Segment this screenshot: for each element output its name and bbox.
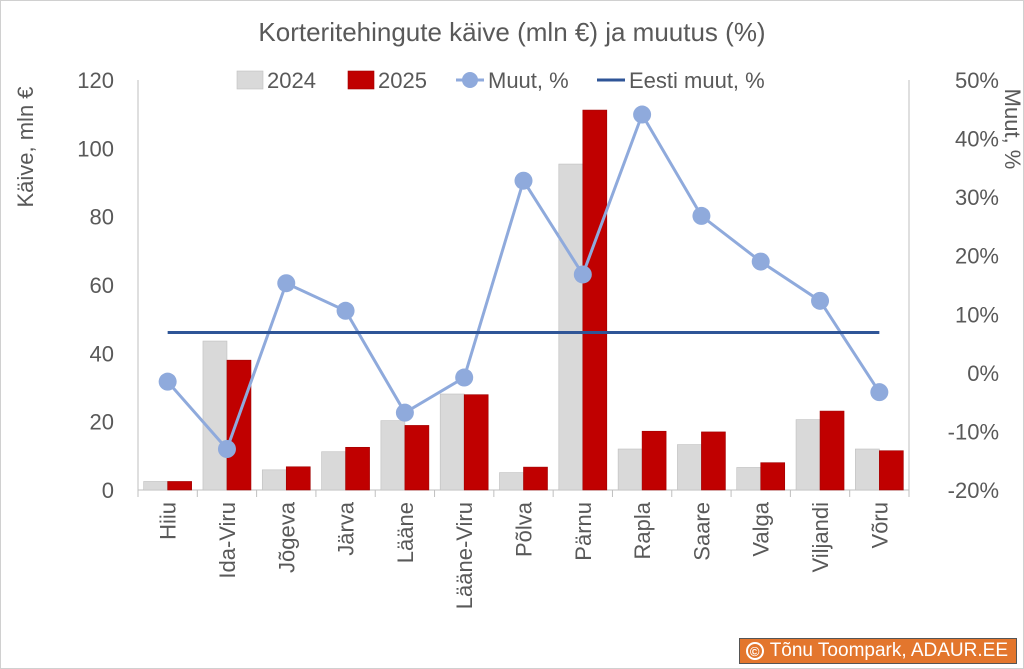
bar-2024-Saare — [677, 444, 702, 491]
x-tick-label: Ida-Viru — [215, 502, 240, 579]
bar-2024-Jõgeva — [261, 469, 287, 491]
x-tick-label: Järva — [334, 501, 359, 556]
marker-muut-Pärnu — [573, 265, 592, 284]
legend-label: Muut, % — [488, 68, 569, 93]
x-tick-label: Saare — [689, 502, 714, 561]
bar-2025-Pärnu — [582, 109, 608, 491]
legend-label: Eesti muut, % — [629, 68, 765, 93]
bar-2024-Viljandi — [795, 419, 821, 491]
marker-muut-Järva — [336, 301, 355, 320]
marker-muut-Rapla — [633, 105, 652, 124]
y-tick-label: 40 — [90, 341, 114, 366]
marker-muut-Hiiu — [158, 372, 177, 391]
bar-2025-Ida-Viru — [226, 359, 252, 491]
y-tick-label: 60 — [90, 273, 114, 298]
y-axis-label: Käive, mln € — [13, 86, 38, 207]
bar-2024-Põlva — [499, 472, 524, 491]
bar-2024-Valga — [736, 467, 762, 491]
x-tick-label: Jõgeva — [274, 501, 299, 573]
bar-2024-Võru — [855, 448, 880, 491]
marker-muut-Põlva — [514, 171, 533, 190]
bar-2025-Saare — [701, 431, 726, 491]
bar-2025-Rapla — [641, 430, 667, 491]
y-tick-label: 0 — [102, 478, 114, 503]
x-tick-label: Valga — [749, 501, 774, 556]
y-tick-label: 100 — [77, 136, 114, 161]
bar-2025-Jõgeva — [285, 466, 311, 491]
marker-muut-Jõgeva — [277, 274, 296, 293]
marker-muut-Ida-Viru — [217, 440, 236, 458]
chart-title: Korteritehingute käive (mln €) ja muutus… — [258, 17, 765, 47]
y2-tick-label: 50% — [955, 68, 999, 93]
series-line-muut — [166, 111, 881, 452]
bars — [143, 109, 904, 491]
x-tick-label: Rapla — [630, 501, 655, 559]
y2-tick-label: 10% — [955, 302, 999, 327]
bar-2025-Hiiu — [167, 481, 192, 491]
x-tick-label: Võru — [867, 502, 892, 548]
bar-2024-Järva — [321, 451, 346, 491]
x-tick-label: Hiiu — [156, 502, 181, 540]
x-tick-label: Pärnu — [571, 502, 596, 561]
x-tick-label: Lääne-Viru — [452, 502, 477, 609]
bar-2024-Rapla — [617, 448, 643, 491]
bar-2025-Järva — [345, 446, 370, 491]
bar-2025-Viljandi — [819, 410, 845, 491]
y-tick-label: 80 — [90, 205, 114, 230]
bar-2025-Lääne-Viru — [463, 394, 489, 491]
legend: 2024 2025 Muut, % Eesti muut, % — [236, 68, 765, 93]
y2-tick-label: 30% — [955, 185, 999, 210]
legend-label: 2025 — [378, 68, 427, 93]
bar-2025-Põlva — [523, 466, 548, 491]
bar-2024-Lääne — [380, 420, 406, 491]
bar-2024-Ida-Viru — [202, 340, 228, 491]
y-tick-label: 20 — [90, 410, 114, 435]
marker-muut-Valga — [751, 252, 770, 271]
axes: 0 20 40 60 80 100 120 -20% -10% 0% 10% 20% 30% 40% 50%… — [77, 68, 999, 609]
bar-2025-Valga — [760, 462, 786, 491]
marker-muut-Lääne-Viru — [455, 368, 474, 387]
x-tick-label: Lääne — [393, 502, 418, 563]
credit-text: Tõnu Toompark, ADAUR.EE — [769, 640, 1008, 661]
marker-muut-Võru — [870, 383, 889, 402]
legend-swatch-2025 — [347, 70, 375, 90]
y2-tick-label: 40% — [955, 127, 999, 152]
marker-muut-Saare — [692, 206, 711, 225]
lines — [158, 105, 889, 458]
x-tick-label: Põlva — [512, 501, 537, 557]
bar-2025-Võru — [879, 450, 904, 491]
marker-muut-Lääne — [395, 403, 414, 422]
credit-badge: © Tõnu Toompark, ADAUR.EE — [738, 638, 1017, 664]
bar-2024-Pärnu — [558, 163, 584, 491]
bar-2025-Lääne — [404, 425, 430, 491]
y2-tick-label: -10% — [948, 419, 999, 444]
y2-tick-label: 20% — [955, 244, 999, 269]
copyright-icon: © — [745, 642, 764, 660]
legend-swatch-2024 — [236, 70, 264, 90]
bar-2024-Lääne-Viru — [439, 393, 465, 491]
y2-tick-label: 0% — [967, 361, 999, 386]
legend-swatch-marker-muut — [462, 72, 478, 88]
y2-tick-label: -20% — [948, 478, 999, 503]
marker-muut-Viljandi — [811, 291, 830, 310]
y-tick-label: 120 — [77, 68, 114, 93]
x-tick-label: Viljandi — [808, 502, 833, 573]
bar-2024-Hiiu — [143, 481, 168, 491]
legend-label: 2024 — [267, 68, 316, 93]
y2-axis-label: Muut, % — [1000, 89, 1023, 170]
